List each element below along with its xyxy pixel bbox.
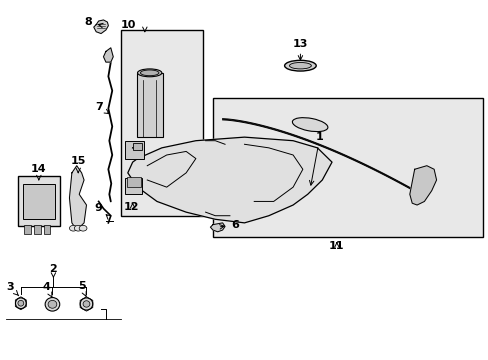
Text: 15: 15 [70, 157, 86, 173]
Ellipse shape [16, 298, 26, 309]
Text: 14: 14 [31, 163, 46, 180]
Polygon shape [127, 137, 331, 223]
Text: 5: 5 [78, 282, 86, 297]
Circle shape [79, 225, 87, 231]
Bar [212, 98, 482, 237]
Bar [19, 176, 60, 226]
Polygon shape [94, 20, 108, 33]
Bar [125, 178, 142, 194]
Text: 9: 9 [95, 203, 111, 219]
Bar [125, 141, 143, 158]
Bar [43, 225, 50, 234]
Ellipse shape [289, 63, 311, 69]
Polygon shape [210, 223, 224, 232]
Bar [120, 30, 203, 216]
Polygon shape [409, 166, 436, 205]
Bar [132, 143, 142, 150]
Ellipse shape [284, 60, 316, 71]
Text: 11: 11 [328, 241, 344, 251]
Text: 2: 2 [49, 264, 57, 278]
Circle shape [69, 225, 77, 231]
Ellipse shape [83, 301, 90, 307]
Polygon shape [69, 166, 86, 230]
Text: 4: 4 [42, 282, 52, 297]
Text: 13: 13 [292, 39, 307, 60]
Text: 8: 8 [84, 17, 103, 28]
Bar [136, 73, 163, 137]
Text: 12: 12 [123, 202, 139, 212]
Text: 1: 1 [309, 132, 323, 185]
Text: 10: 10 [121, 19, 136, 30]
Ellipse shape [292, 118, 327, 132]
Ellipse shape [137, 69, 162, 77]
Text: 6: 6 [219, 220, 238, 230]
Bar [23, 184, 55, 219]
Ellipse shape [45, 297, 60, 311]
Polygon shape [103, 48, 113, 62]
Ellipse shape [140, 70, 159, 76]
Ellipse shape [80, 298, 93, 310]
Text: 3: 3 [6, 282, 19, 296]
Ellipse shape [18, 300, 24, 306]
Text: 7: 7 [95, 102, 109, 114]
Bar [24, 225, 31, 234]
Bar [126, 177, 141, 187]
Circle shape [74, 225, 82, 231]
Ellipse shape [48, 300, 57, 308]
Bar [34, 225, 41, 234]
